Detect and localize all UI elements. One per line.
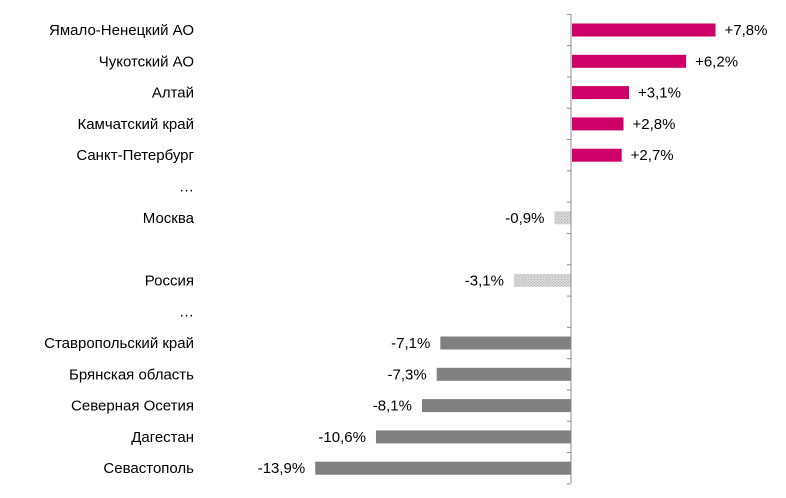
bar xyxy=(436,367,571,381)
bar xyxy=(440,336,571,350)
axis-layer xyxy=(567,13,572,485)
bar xyxy=(421,399,571,413)
bars-layer xyxy=(315,23,716,475)
bar xyxy=(572,117,624,131)
value-label: -10,6% xyxy=(318,429,366,446)
category-label: Севастополь xyxy=(103,460,194,477)
category-label: Чукотский АО xyxy=(99,53,194,70)
bar xyxy=(315,461,571,475)
value-label: -3,1% xyxy=(465,272,504,289)
value-label: -7,3% xyxy=(387,366,426,383)
category-label: … xyxy=(179,304,194,321)
value-label: +6,2% xyxy=(695,53,738,70)
category-label: Москва xyxy=(143,210,195,227)
bar xyxy=(572,23,716,37)
labels-layer: Ямало-Ненецкий АО +7,8% Чукотский АО +6,2% А… xyxy=(44,22,767,477)
bar xyxy=(572,86,630,100)
value-label: -0,9% xyxy=(505,210,544,227)
value-label: -8,1% xyxy=(373,398,412,415)
bar xyxy=(513,273,571,287)
category-label: Алтай xyxy=(152,85,194,102)
category-label: … xyxy=(179,179,194,196)
bar xyxy=(572,148,622,162)
category-label: Санкт-Петербург xyxy=(76,147,194,164)
bar xyxy=(375,430,571,444)
value-label: -7,1% xyxy=(391,335,430,352)
category-label: Дагестан xyxy=(131,429,194,446)
bar xyxy=(572,54,687,68)
value-label: +2,7% xyxy=(631,147,674,164)
bar xyxy=(554,211,571,225)
value-label: -13,9% xyxy=(258,460,306,477)
value-label: +2,8% xyxy=(633,116,676,133)
value-label: +3,1% xyxy=(638,85,681,102)
category-label: Камчатский край xyxy=(77,116,194,133)
value-label: +7,8% xyxy=(725,22,768,39)
category-label: Брянская область xyxy=(69,366,194,383)
category-label: Ямало-Ненецкий АО xyxy=(49,22,194,39)
category-label: Россия xyxy=(145,272,194,289)
category-label: Ставропольский край xyxy=(44,335,194,352)
category-label: Северная Осетия xyxy=(71,398,194,415)
